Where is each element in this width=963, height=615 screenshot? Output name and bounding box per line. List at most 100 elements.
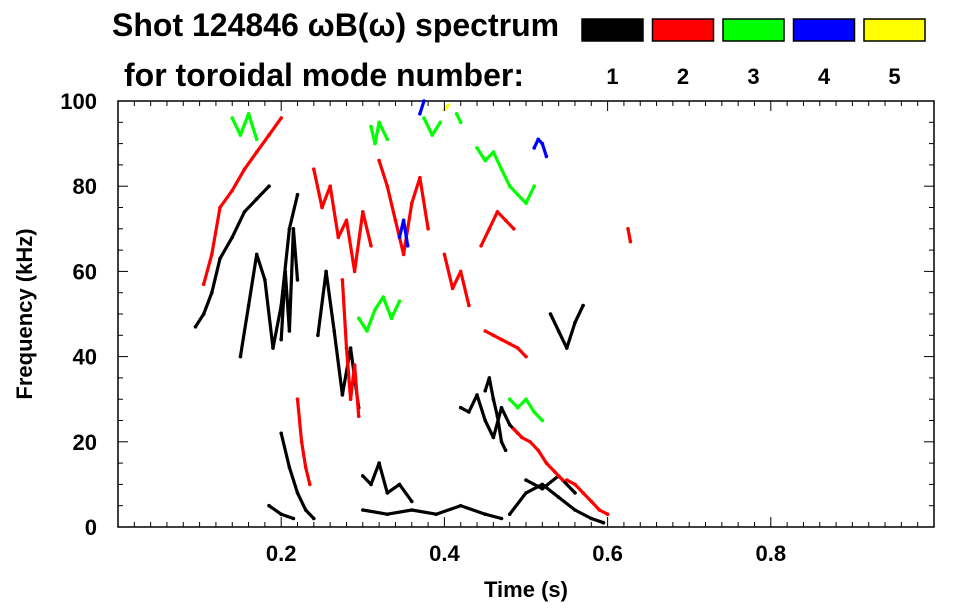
mode-1-point <box>503 448 508 453</box>
legend-swatch-4 <box>792 18 856 42</box>
mode-1-point <box>601 520 606 525</box>
mode-1-point <box>238 354 243 359</box>
mode-1-point <box>246 303 251 308</box>
mode-1-point <box>295 491 300 495</box>
mode-3-point <box>507 397 512 402</box>
mode-2-point <box>230 188 234 193</box>
mode-1-point <box>267 503 271 508</box>
chart-title: Shot 124846 ωB(ω) spectrum <box>112 7 559 43</box>
mode-3-point <box>499 167 504 171</box>
mode-3-trace-3 <box>422 116 442 137</box>
mode-1-point <box>491 435 496 440</box>
mode-2-point <box>495 210 500 214</box>
mode-1-point <box>507 512 512 516</box>
mode-2-point <box>528 440 532 444</box>
mode-4-point <box>397 235 402 240</box>
mode-1-trace-6 <box>361 504 504 521</box>
mode-2-point <box>328 184 333 188</box>
y-tick-label: 80 <box>73 174 97 199</box>
mode-2-point <box>512 227 516 231</box>
mode-2-point <box>340 278 345 282</box>
mode-2-point <box>299 440 304 444</box>
mode-4-point <box>544 154 549 159</box>
mode-2-point <box>544 461 549 465</box>
mode-1-point <box>475 393 479 397</box>
legend-label-2: 2 <box>677 64 689 89</box>
mode-3-point <box>373 307 377 312</box>
mode-1-point <box>385 512 390 516</box>
mode-2-point <box>483 329 488 333</box>
mode-4-point <box>401 218 406 223</box>
legend-label-5: 5 <box>888 64 900 89</box>
mode-2-point <box>348 397 353 402</box>
mode-3-trace-4 <box>475 146 536 205</box>
mode-3-point <box>356 316 361 321</box>
mode-3-point <box>369 124 373 129</box>
mode-1-point <box>316 333 320 338</box>
mode-2-trace-6 <box>483 329 528 359</box>
plot-frame <box>117 100 935 528</box>
mode-3-point <box>475 146 479 150</box>
mode-1-trace-3 <box>267 504 295 521</box>
mode-1-point <box>410 508 414 512</box>
mode-1-point <box>491 397 496 402</box>
mode-2-point <box>242 167 247 171</box>
mode-5-point <box>446 103 451 108</box>
mode-2-point <box>426 227 430 231</box>
legend-label-4: 4 <box>818 64 831 89</box>
mode-1-point <box>397 482 402 487</box>
mode-2-point <box>410 201 414 205</box>
series-mode-3 <box>230 112 545 423</box>
mode-1-point <box>589 516 594 521</box>
mode-2-point <box>524 354 528 359</box>
mode-2-trace-1 <box>312 167 373 273</box>
mode-2-point <box>418 175 422 180</box>
mode-3-point <box>532 184 536 188</box>
series-mode-1 <box>193 184 606 525</box>
mode-1-point <box>283 269 288 274</box>
mode-1-point <box>524 478 528 482</box>
mode-1-point <box>499 405 504 410</box>
mode-2-point <box>450 286 455 291</box>
mode-4-point <box>532 146 536 150</box>
mode-1-trace-4 <box>316 269 361 410</box>
mode-4-trace-2 <box>418 99 426 116</box>
mode-1-trace-12 <box>548 303 585 350</box>
mode-1-point <box>242 210 247 214</box>
mode-1-point <box>458 503 463 508</box>
mode-3-point <box>507 184 512 188</box>
mode-1-point <box>483 512 488 516</box>
mode-4-point <box>418 112 422 116</box>
mode-3-point <box>430 133 435 137</box>
series-mode-2 <box>201 116 633 516</box>
mode-1-point <box>279 337 284 342</box>
y-tick-label: 20 <box>73 430 97 455</box>
mode-2-point <box>336 235 341 240</box>
mode-2-point <box>499 337 504 342</box>
mode-1-point <box>581 303 585 308</box>
mode-2-point <box>626 227 630 231</box>
mode-1-point <box>287 465 292 470</box>
legend-label-1: 1 <box>606 64 618 89</box>
mode-2-point <box>312 167 316 171</box>
mode-3-trace-1 <box>357 295 402 333</box>
mode-2-point <box>218 205 222 210</box>
mode-2-point <box>512 427 516 431</box>
series-mode-4 <box>397 99 549 248</box>
mode-2-point <box>393 218 398 223</box>
mode-3-trace-0 <box>230 112 259 141</box>
mode-2-point <box>565 478 569 482</box>
mode-2-point <box>503 218 508 223</box>
mode-3-point <box>532 410 536 414</box>
mode-3-point <box>246 112 251 116</box>
mode-1-trace-5 <box>361 461 414 503</box>
legend-swatch-1 <box>581 18 644 42</box>
mode-2-point <box>573 482 577 487</box>
mode-3-trace-5 <box>508 397 544 423</box>
mode-1-point <box>377 461 381 465</box>
mode-1-point <box>263 278 267 282</box>
mode-1-point <box>540 486 545 491</box>
mode-3-point <box>491 150 496 154</box>
mode-2-point <box>487 227 492 231</box>
mode-2-point <box>352 269 357 274</box>
